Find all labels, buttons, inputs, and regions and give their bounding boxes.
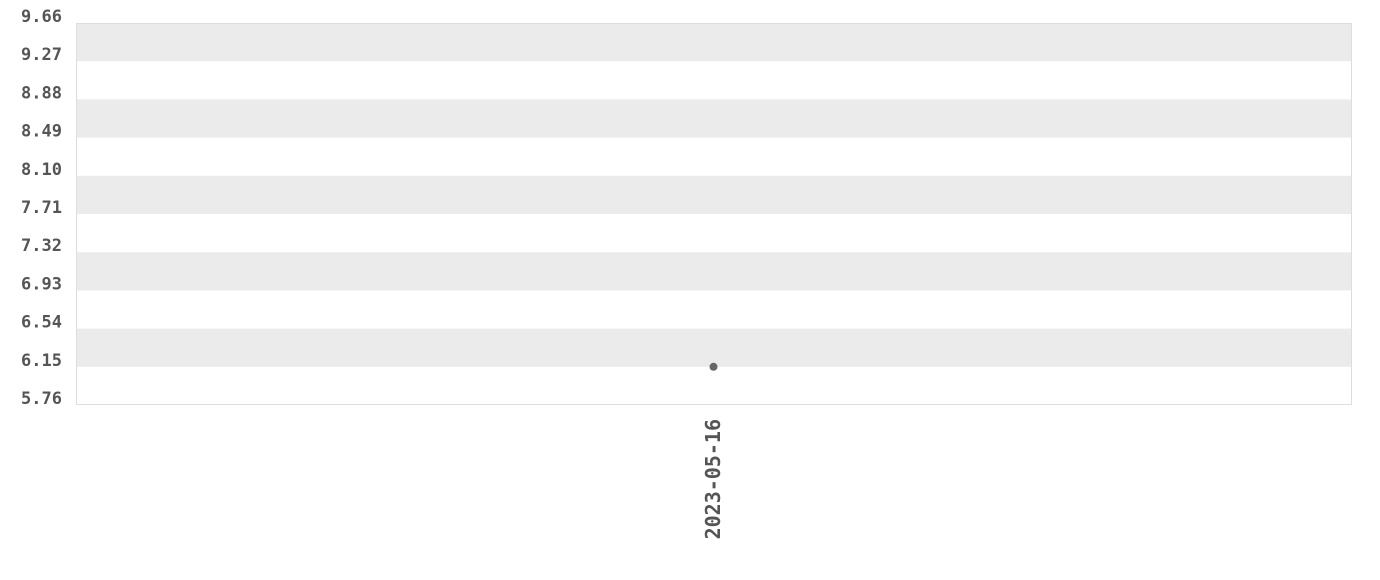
grid-band: [76, 252, 1352, 291]
y-tick-label: 6.15: [21, 351, 62, 371]
y-tick-label: 8.49: [21, 122, 62, 142]
y-tick-label: 8.10: [21, 160, 62, 180]
y-tick-label: 7.32: [21, 236, 62, 256]
plot-border: [76, 23, 1352, 405]
plot-bands: [76, 23, 1352, 367]
y-tick-label: 6.93: [21, 274, 62, 294]
data-point: [709, 362, 718, 371]
x-axis: 2023-05-16: [701, 419, 725, 539]
x-tick-label: 2023-05-16: [701, 419, 725, 539]
y-tick-label: 6.54: [21, 313, 62, 333]
y-tick-label: 5.76: [21, 389, 62, 409]
grid-band: [76, 328, 1352, 367]
y-tick-label: 9.66: [21, 7, 62, 27]
y-axis: 5.76 6.15 6.54 6.93 7.32 7.71 8.10 8.49 8.88 9.27…: [21, 7, 62, 409]
y-tick-label: 7.71: [21, 198, 62, 218]
grid-band: [76, 175, 1352, 214]
data-points: [709, 362, 718, 371]
grid-band: [76, 99, 1352, 138]
y-tick-label: 8.88: [21, 83, 62, 103]
grid-band: [76, 23, 1352, 62]
y-tick-label: 9.27: [21, 45, 62, 65]
